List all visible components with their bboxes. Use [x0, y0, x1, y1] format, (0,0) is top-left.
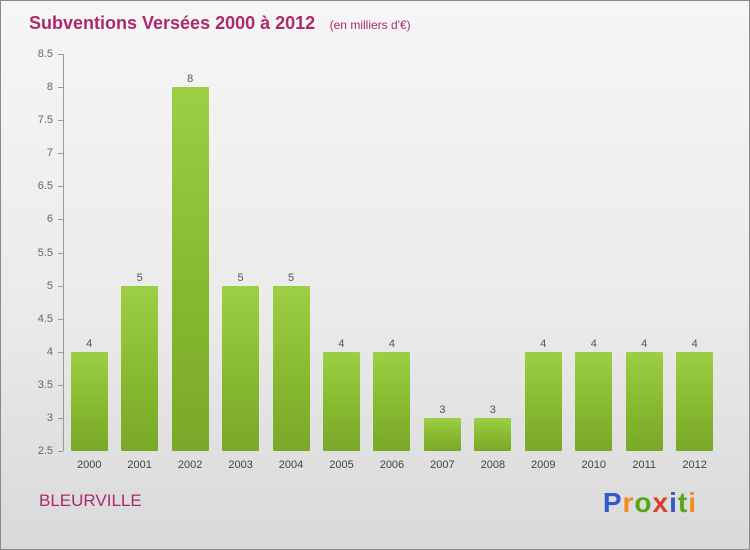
- bar-slot: 4 2005: [322, 54, 360, 471]
- bar: [322, 351, 360, 451]
- y-tick-label: 4.5: [37, 312, 53, 325]
- y-tick-mark: [58, 318, 63, 320]
- bar-value-label: 4: [691, 337, 698, 350]
- bar-value-label: 4: [641, 337, 648, 350]
- bar-value-label: 4: [338, 337, 345, 350]
- y-tick-label: 2.5: [37, 445, 53, 457]
- y-tick-mark: [58, 153, 63, 155]
- logo-letter: r: [622, 487, 635, 518]
- y-tick-label: 6.5: [37, 180, 53, 193]
- bar-value-label: 4: [590, 337, 597, 350]
- x-axis-label: 2004: [278, 459, 304, 471]
- bar: [474, 417, 512, 451]
- bar-slot: 4 2006: [373, 54, 411, 471]
- plot-area: 2.5 3 3.5 4 4.5 5 5.5 6 6.5 7 7.5 8 8.5 4 2000 5 2001 8 2…: [38, 48, 720, 471]
- x-axis-label: 2012: [682, 459, 707, 471]
- logo-letter: i: [688, 487, 697, 518]
- bar: [423, 417, 461, 451]
- bar-slot: 8 2002: [171, 54, 209, 471]
- y-tick-mark: [58, 252, 63, 254]
- y-tick-mark: [58, 219, 63, 221]
- bar-value-label: 4: [388, 337, 395, 350]
- bar: [373, 351, 411, 451]
- logo-letter: t: [677, 487, 689, 518]
- x-axis-label: 2001: [127, 459, 152, 471]
- y-tick-mark: [58, 417, 63, 419]
- y-tick-mark: [58, 351, 63, 353]
- bar-value-label: 3: [439, 403, 446, 416]
- bar-slot: 3 2008: [474, 54, 512, 471]
- bar-slot: 5 2004: [272, 54, 310, 471]
- proxiti-logo: Proxiti: [603, 487, 697, 519]
- bar: [575, 351, 613, 451]
- x-axis-label: 2003: [228, 459, 253, 471]
- bar-value-label: 5: [287, 271, 295, 284]
- y-tick-mark: [58, 186, 63, 188]
- x-axis-label: 2009: [531, 459, 556, 471]
- y-tick-mark: [58, 54, 63, 55]
- bar-slot: 4 2000: [70, 54, 108, 471]
- y-tick-label: 4: [46, 345, 53, 358]
- y-tick-label: 3: [46, 411, 53, 424]
- bar-value-label: 3: [489, 403, 496, 416]
- bar: [625, 351, 663, 451]
- y-tick-label: 8.5: [37, 48, 53, 60]
- x-axis-label: 2011: [632, 459, 657, 471]
- logo-letter: i: [669, 487, 678, 518]
- y-tick-label: 5: [46, 279, 53, 292]
- bar-slot: 4 2010: [575, 54, 613, 471]
- bar: [121, 285, 159, 451]
- y-tick-label: 5.5: [37, 246, 53, 259]
- y-tick-label: 6: [46, 213, 53, 226]
- bar: [70, 351, 108, 451]
- bar-slot: 5 2001: [121, 54, 159, 471]
- bar: [272, 285, 310, 451]
- bar: [171, 87, 209, 451]
- y-tick-mark: [58, 87, 63, 89]
- bar: [524, 351, 562, 451]
- location-label: BLEURVILLE: [39, 491, 142, 510]
- bar-slot: 4 2012: [676, 54, 714, 471]
- bar-value-label: 4: [86, 337, 93, 350]
- y-tick-mark: [58, 384, 63, 386]
- bar-slot: 4 2011: [625, 54, 663, 471]
- y-tick-mark: [58, 120, 63, 122]
- logo-letter: P: [602, 487, 623, 518]
- y-tick-label: 7.5: [37, 114, 53, 127]
- bar-value-label: 8: [187, 73, 194, 86]
- logo-letter: o: [634, 487, 653, 518]
- bar-slot: 4 2009: [524, 54, 562, 471]
- chart-title: Subventions Versées 2000 à 2012: [29, 13, 316, 33]
- y-tick-mark: [58, 451, 63, 452]
- logo-letter: x: [652, 487, 670, 518]
- chart-subtitle: (en milliers d'€): [329, 18, 411, 32]
- x-axis-label: 2006: [379, 459, 405, 471]
- bar-value-label: 5: [237, 271, 244, 284]
- bar-slot: 3 2007: [423, 54, 461, 471]
- x-axis-label: 2008: [480, 459, 506, 471]
- bar-value-label: 4: [540, 337, 547, 350]
- x-axis-label: 2002: [177, 459, 203, 471]
- x-axis-label: 2010: [581, 459, 606, 471]
- bar: [676, 351, 714, 451]
- bar-value-label: 5: [136, 271, 143, 284]
- bar: [222, 285, 260, 451]
- x-axis-label: 2005: [329, 459, 354, 471]
- y-tick-label: 8: [46, 81, 53, 94]
- bar-slot: 5 2003: [222, 54, 260, 471]
- x-axis-label: 2007: [430, 459, 455, 471]
- y-tick-label: 7: [46, 147, 53, 160]
- x-axis-label: 2000: [76, 459, 102, 471]
- bars-container: 4 2000 5 2001 8 2002 5 2003 5 2004 4 2005 4 2006 3 2007…: [64, 54, 720, 471]
- chart-header: Subventions Versées 2000 à 2012 (en mill…: [29, 13, 411, 34]
- y-tick-label: 3.5: [37, 378, 53, 391]
- y-tick-mark: [58, 285, 63, 287]
